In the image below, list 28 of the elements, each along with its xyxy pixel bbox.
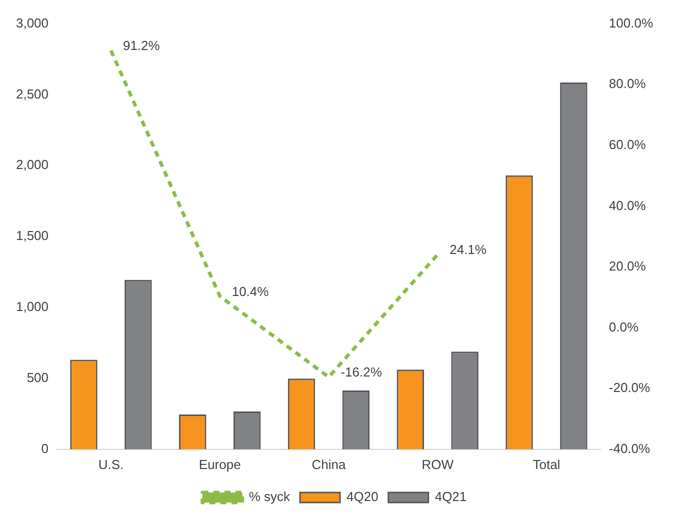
y2-tick-label: 0.0% xyxy=(608,319,639,334)
y2-tick-label: 100.0% xyxy=(608,15,654,30)
x-tick-label: ROW xyxy=(422,456,454,472)
data-label: 91.2% xyxy=(122,38,160,54)
data-label: 24.1% xyxy=(450,242,487,258)
data-label: -16.2% xyxy=(340,364,382,380)
x-tick-label: Europe xyxy=(198,456,241,472)
line-series xyxy=(109,48,440,379)
y-tick-label: 2,000 xyxy=(16,157,49,172)
y2-tick-label: -20.0% xyxy=(608,380,651,396)
legend-label: % syck xyxy=(248,489,291,504)
y2-tick-label: 40.0% xyxy=(608,198,646,213)
legend-label: 4Q21 xyxy=(434,489,467,504)
y-tick-label: 0 xyxy=(41,440,49,456)
x-tick-label: U.S. xyxy=(98,456,124,472)
y2-tick-label: -40.0% xyxy=(608,440,651,456)
y-tick-label: 1,500 xyxy=(16,228,49,244)
y-tick-label: 3,000 xyxy=(16,15,49,30)
y-tick-label: 1,000 xyxy=(16,299,49,314)
legend-label: 4Q20 xyxy=(346,489,378,504)
y2-tick-label: 80.0% xyxy=(608,76,646,92)
data-label: 10.4% xyxy=(232,284,270,299)
y2-tick-label: 60.0% xyxy=(608,136,646,152)
x-tick-label: China xyxy=(312,456,346,472)
x-tick-label: Total xyxy=(532,456,560,472)
y2-tick-label: 20.0% xyxy=(608,258,646,274)
y-tick-label: 2,500 xyxy=(16,86,49,102)
y-tick-label: 500 xyxy=(26,370,49,386)
